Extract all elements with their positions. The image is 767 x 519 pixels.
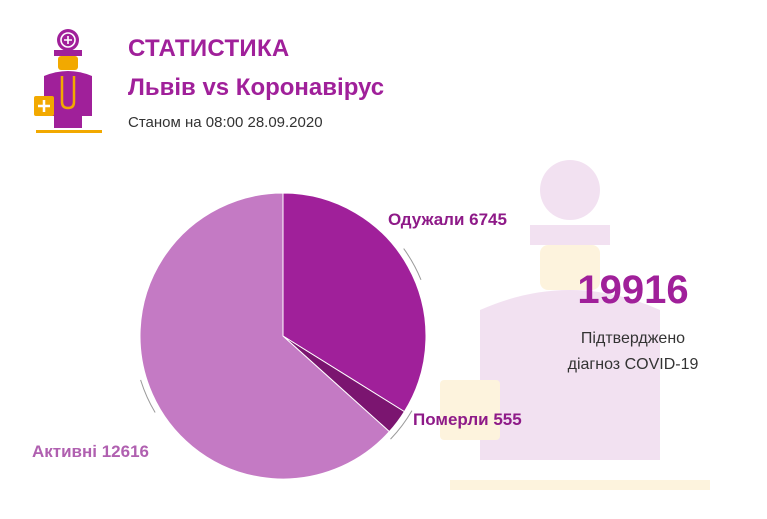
pie-slice-1	[282, 192, 427, 413]
doctor-icon	[34, 29, 102, 133]
doctor-watermark-icon	[440, 160, 710, 490]
pie-label-3: Активні 12616	[32, 442, 149, 461]
pie-leader-1	[403, 248, 422, 280]
pie-slice-3	[139, 192, 391, 480]
pie-leader-3	[140, 379, 156, 413]
pie-label-2: Померли 555	[413, 410, 522, 429]
total-caption: Підтверджено діагноз COVID-19	[540, 326, 726, 378]
pie-label-1: Одужали 6745	[388, 210, 507, 229]
page-title: СТАТИСТИКА	[128, 35, 290, 62]
caption-line-2: діагноз COVID-19	[567, 356, 699, 373]
caption-line-1: Підтверджено	[580, 330, 686, 347]
report-date: Станом на 08:00 28.09.2020	[128, 114, 323, 131]
pie-leader-2	[390, 410, 413, 440]
total-cases: 19916	[577, 268, 689, 312]
page-subtitle: Львів vs Коронавірус	[128, 74, 385, 101]
